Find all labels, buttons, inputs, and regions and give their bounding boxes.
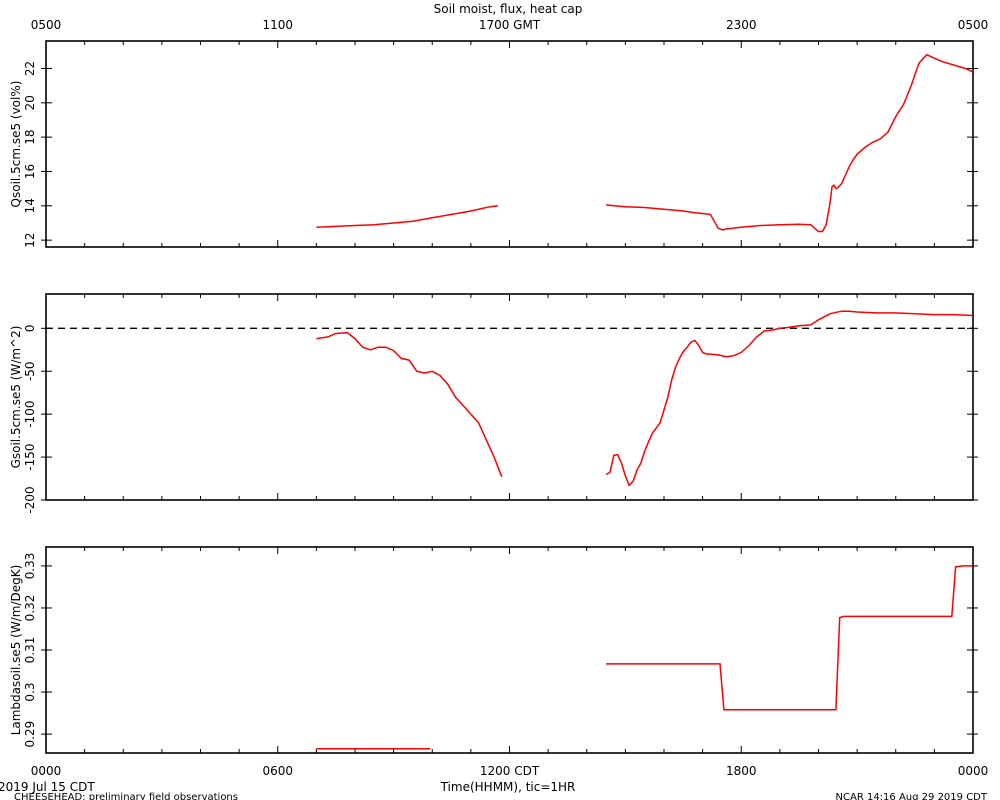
bottom-tick-label: 0000 [31,764,62,778]
y-axis-label: Lambdasoil.se5 (W/m/DegK) [9,565,23,736]
bottom-tick-label: 1200 CDT [480,764,540,778]
footer-right-note: NCAR 14:16 Aug 29 2019 CDT [836,792,988,800]
bottom-tick-label: 0000 [958,764,989,778]
y-tick-label: 0.33 [23,553,37,580]
x-axis-label: Time(HHMM), tic=1HR [440,780,576,794]
top-tick-label: 0500 [958,18,989,32]
y-tick-label: 20 [23,95,37,110]
series-line [316,205,498,229]
y-tick-label: 18 [23,129,37,144]
top-tick-label: 1100 [262,18,293,32]
top-tick-label: 0500 [31,18,62,32]
bottom-tick-label: 0600 [262,764,293,778]
footer-date: 2019 Jul 15 CDT [0,780,95,794]
series-line [316,331,503,478]
y-axis-label: Qsoil.5cm.se5 (vol%) [9,81,23,208]
y-tick-label: 0.3 [23,682,37,701]
series-line [605,310,974,487]
top-time-axis: 0500 1100 1700 GMT 2300 0500 [31,18,989,32]
top-tick-label: 1700 GMT [479,18,541,32]
y-axis-label: Gsoil.5cm.se5 (W/m^2) [9,326,23,469]
bottom-time-axis: 0000 0600 1200 CDT 1800 0000 [31,764,989,778]
bottom-tick-label: 1800 [726,764,757,778]
series-line [606,565,973,711]
chart-panel: 0 -50 -100 -150 -200 Gsoil.5cm.se5 (W/m^2) [9,293,978,514]
y-tick-label: -100 [23,401,37,428]
panel-frame [45,40,974,248]
y-tick-label: -200 [23,486,37,513]
y-tick-label: 14 [23,198,37,213]
y-tick-label: 0.29 [23,721,37,748]
series-line [606,53,974,233]
y-tick-label: 12 [23,232,37,247]
y-tick-label: 0 [23,325,37,333]
panel-frame [45,546,974,754]
y-tick-label: 22 [23,61,37,76]
y-tick-label: 0.31 [23,637,37,664]
y-tick-label: 16 [23,164,37,179]
panel-frame [45,293,974,501]
chart-title: Soil moist, flux, heat cap [434,2,583,16]
footer-left-note: CHEESEHEAD: preliminary field observatio… [14,792,238,800]
top-tick-label: 2300 [726,18,757,32]
y-tick-label: -150 [23,443,37,470]
y-tick-label: -50 [23,361,37,381]
y-tick-label: 0.32 [23,595,37,622]
